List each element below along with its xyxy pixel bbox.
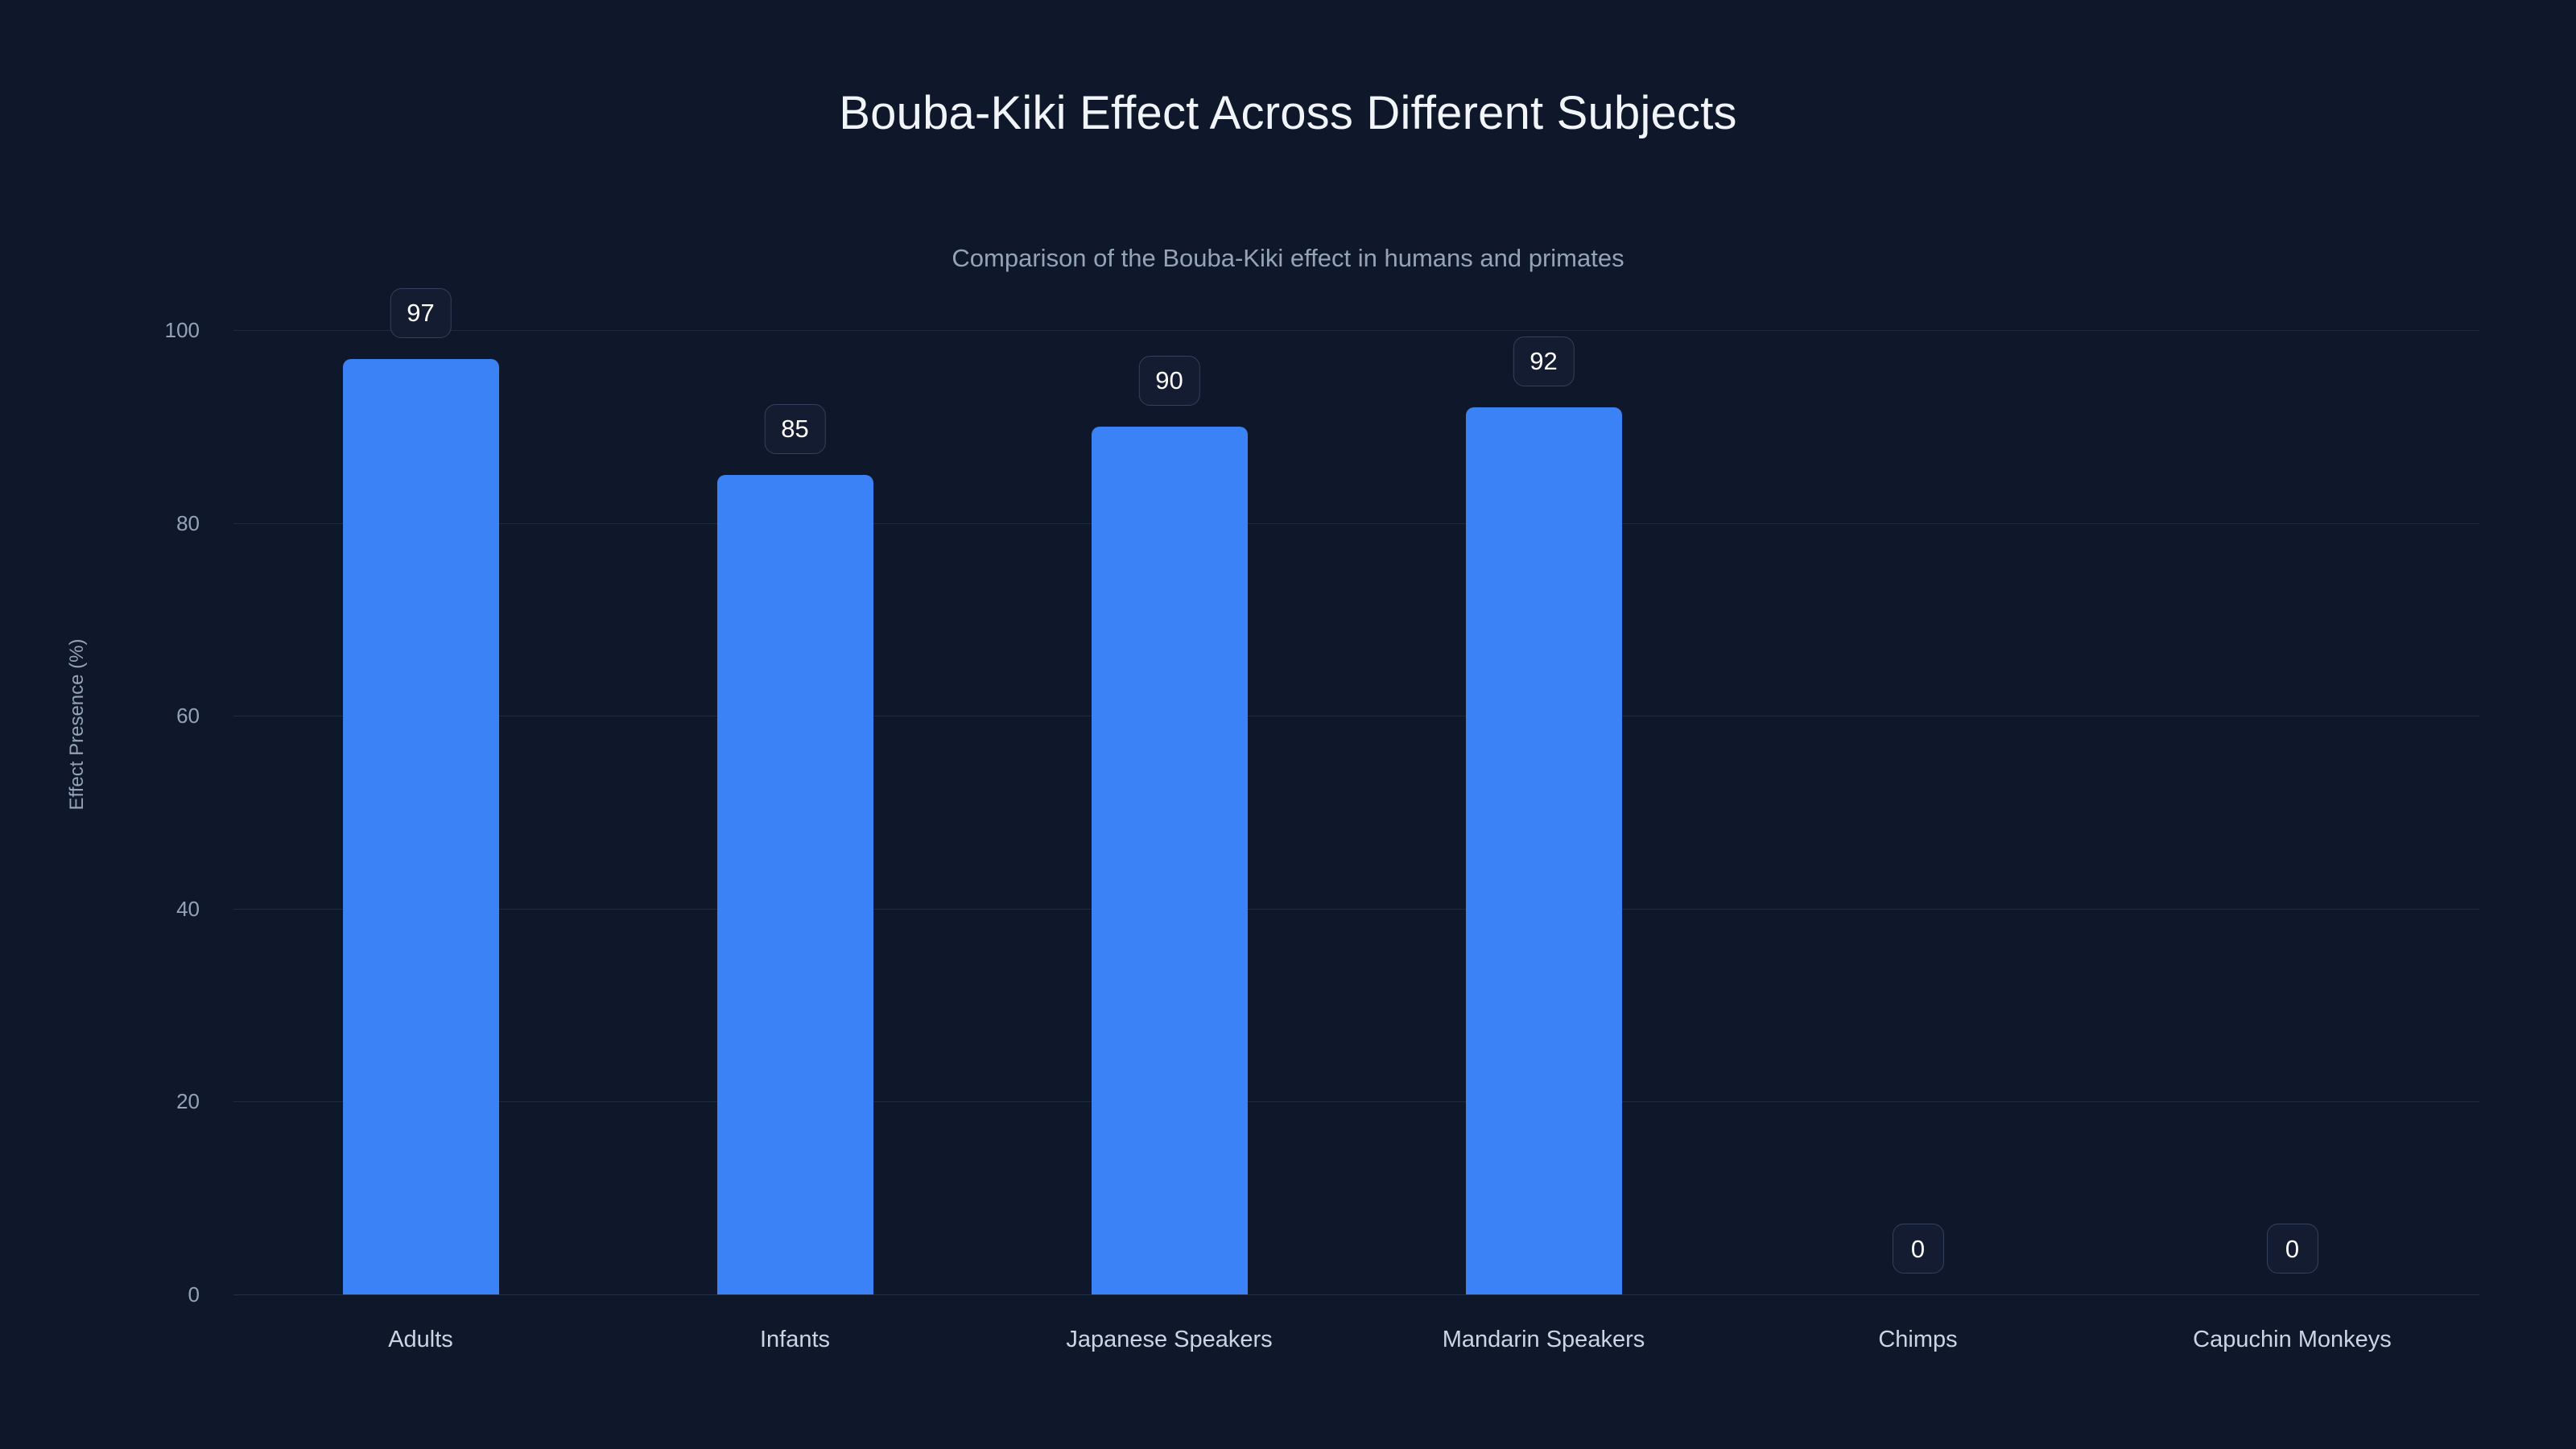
y-tick-label: 0	[188, 1282, 200, 1307]
gridline	[233, 330, 2479, 331]
bar[interactable]	[342, 358, 499, 1294]
x-tick-label: Adults	[388, 1327, 453, 1352]
bar[interactable]	[1091, 426, 1248, 1294]
y-tick-label: 80	[176, 510, 200, 535]
x-tick-label: Infants	[759, 1327, 831, 1352]
x-tick-label: Chimps	[1878, 1327, 1958, 1352]
bar-value-label: 0	[2266, 1224, 2318, 1274]
gridline	[233, 522, 2479, 524]
bar-value-label: 97	[390, 287, 452, 338]
y-tick-label: 100	[164, 318, 200, 342]
gridline	[233, 1294, 2479, 1295]
bar[interactable]	[716, 474, 873, 1294]
chart-title: Bouba-Kiki Effect Across Different Subje…	[839, 87, 1737, 139]
y-tick-label: 60	[176, 704, 200, 729]
x-tick-label: Mandarin Speakers	[1442, 1327, 1645, 1352]
gridline	[233, 908, 2479, 910]
bar-value-label: 92	[1513, 336, 1575, 386]
bar-value-label: 0	[1892, 1224, 1944, 1274]
bar-value-label: 85	[764, 403, 826, 454]
y-tick-label: 40	[176, 896, 200, 921]
x-tick-label: Japanese Speakers	[1066, 1327, 1273, 1352]
x-tick-label: Capuchin Monkeys	[2193, 1327, 2392, 1352]
gridline	[233, 1101, 2479, 1103]
y-tick-label: 20	[176, 1089, 200, 1114]
bar-value-label: 90	[1138, 355, 1200, 406]
chart-subtitle: Comparison of the Bouba-Kiki effect in h…	[952, 244, 1624, 272]
bar[interactable]	[1465, 407, 1622, 1294]
plot-area	[233, 330, 2479, 1295]
